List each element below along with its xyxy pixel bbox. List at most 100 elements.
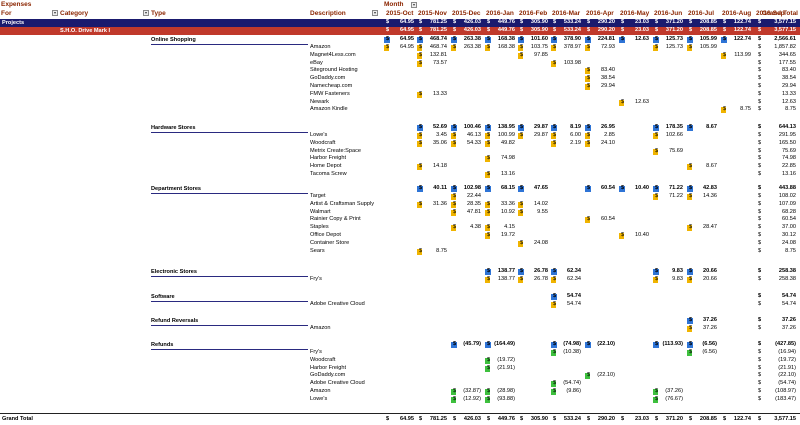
vendor-label[interactable]: Namecheap.com xyxy=(310,83,353,89)
vendor-label[interactable]: Target xyxy=(310,193,326,199)
currency-symbol: $ xyxy=(487,44,491,50)
vendor-total-cell: $74.98 xyxy=(758,155,798,162)
amount: 13.16 xyxy=(782,171,796,177)
vendor-label[interactable]: Rainier Copy & Print xyxy=(310,216,361,222)
currency-symbol: $ xyxy=(621,27,625,33)
currency-symbol: $ xyxy=(587,124,591,130)
vendor-value-cell: $20.66 xyxy=(687,276,719,283)
value-bar xyxy=(417,125,423,131)
vendor-label[interactable]: Amazon xyxy=(310,44,331,50)
vendor-label[interactable]: Walmart xyxy=(310,209,331,215)
category-label[interactable]: Refund Reversals xyxy=(151,318,199,324)
currency-symbol: $ xyxy=(487,365,491,371)
vendor-label[interactable]: Adobe Creative Cloud xyxy=(310,380,365,386)
currency-symbol: $ xyxy=(758,396,762,402)
vendor-label[interactable]: Fry's xyxy=(310,276,322,282)
currency-symbol: $ xyxy=(386,36,390,42)
vendor-label[interactable]: Siteground Hosting xyxy=(310,67,358,73)
type-filter-button[interactable]: ▾ xyxy=(143,10,149,16)
currency-symbol: $ xyxy=(487,341,491,347)
category-label[interactable]: Department Stores xyxy=(151,186,202,192)
currency-symbol: $ xyxy=(758,357,762,363)
vendor-label[interactable]: Tacoma Screw xyxy=(310,171,347,177)
amount: 122.74 xyxy=(733,27,751,33)
value-bar xyxy=(687,350,692,356)
vendor-label[interactable]: Amazon Kindle xyxy=(310,106,348,112)
vendor-label[interactable]: Amazon xyxy=(310,388,331,394)
vendor-label[interactable]: Adobe Creative Cloud xyxy=(310,301,365,307)
amount: 8.67 xyxy=(706,124,717,130)
vendor-label[interactable]: Metrix Create:Space xyxy=(310,148,361,154)
value-bar xyxy=(485,133,490,139)
vendor-total-cell: $29.94 xyxy=(758,83,798,90)
currency-symbol: $ xyxy=(520,52,524,58)
amount: 10.40 xyxy=(635,185,649,191)
project-sho-drive-row[interactable]: S.H.O. Drive Mark I $64.95 $781.25 $426.03… xyxy=(0,27,800,35)
vendor-label[interactable]: GoDaddy.com xyxy=(310,372,346,378)
currency-symbol: $ xyxy=(758,201,762,207)
vendor-label[interactable]: Lowe's xyxy=(310,396,328,402)
value-bar xyxy=(485,225,490,231)
amount: (183.47) xyxy=(775,396,796,402)
month-header: 2016-Jan xyxy=(486,10,514,17)
category-label[interactable]: Electronic Stores xyxy=(151,269,198,275)
vendor-label[interactable]: Newark xyxy=(310,99,329,105)
amount: 20.66 xyxy=(703,276,717,282)
month-filter-button[interactable]: ▾ xyxy=(411,2,417,8)
amount: 103.98 xyxy=(563,60,581,66)
value-bar xyxy=(653,45,658,51)
amount: 14.02 xyxy=(534,201,548,207)
vendor-label[interactable]: Harbor Freight xyxy=(310,155,347,161)
value-bar xyxy=(551,302,556,308)
currency-symbol: $ xyxy=(520,124,524,130)
currency-symbol: $ xyxy=(689,416,693,422)
vendor-label[interactable]: Magnet4Less.com xyxy=(310,52,356,58)
vendor-total-cell: $ (19.72) xyxy=(758,357,798,364)
vendor-label[interactable]: Fry's xyxy=(310,349,322,355)
vendor-label[interactable]: Woodcraft xyxy=(310,357,336,363)
amount: (6.56) xyxy=(702,341,717,347)
value-bar xyxy=(619,37,625,43)
vendor-label[interactable]: Woodcraft xyxy=(310,140,336,146)
amount: 28.47 xyxy=(703,224,717,230)
vendor-label[interactable]: FMW Fasteners xyxy=(310,91,350,97)
projects-row[interactable]: Projects $64.95 $781.25 $426.03 $449.76 $305… xyxy=(0,19,800,27)
band-value-cell: $122.74 xyxy=(721,19,753,26)
vendor-label[interactable]: GoDaddy.com xyxy=(310,75,346,81)
category-label[interactable]: Refunds xyxy=(151,342,174,348)
band-total-cell: $3,577.15 xyxy=(758,27,798,34)
category-grand-total: $644.13 xyxy=(758,124,798,131)
vendor-label[interactable]: Harbor Freight xyxy=(310,365,347,371)
currency-symbol: $ xyxy=(655,19,659,25)
amount: 122.74 xyxy=(733,416,751,422)
vendor-total-cell: $13.33 xyxy=(758,91,798,98)
vendor-value-cell: $14.18 xyxy=(417,163,449,170)
currency-symbol: $ xyxy=(419,60,423,66)
currency-symbol: $ xyxy=(655,36,659,42)
vendor-label[interactable]: Container Store xyxy=(310,240,350,246)
category-underline xyxy=(151,276,308,277)
currency-symbol: $ xyxy=(487,232,491,238)
currency-symbol: $ xyxy=(621,36,625,42)
vendor-label[interactable]: Artist & Craftsman Supply xyxy=(310,201,375,207)
vendor-label[interactable]: Staples xyxy=(310,224,329,230)
amount: 644.13 xyxy=(778,124,796,130)
vendor-value-cell: $54.74 xyxy=(551,301,583,308)
category-grand-total: $ (427.85) xyxy=(758,341,798,348)
vendor-label[interactable]: Home Depot xyxy=(310,163,342,169)
currency-symbol: $ xyxy=(487,224,491,230)
category-label[interactable]: Online Shopping xyxy=(151,37,196,43)
vendor-label[interactable]: Amazon xyxy=(310,325,331,331)
value-bar xyxy=(518,269,524,275)
category-label[interactable]: Hardware Stores xyxy=(151,125,196,131)
currency-symbol: $ xyxy=(587,19,591,25)
category-label[interactable]: Software xyxy=(151,294,175,300)
value-bar xyxy=(619,186,625,192)
vendor-label[interactable]: Sears xyxy=(310,248,325,254)
vendor-label[interactable]: Office Depot xyxy=(310,232,341,238)
category-filter-button[interactable]: ▾ xyxy=(52,10,58,16)
value-bar xyxy=(687,225,692,231)
description-filter-button[interactable]: ▾ xyxy=(372,10,378,16)
vendor-label[interactable]: Lowe's xyxy=(310,132,328,138)
vendor-label[interactable]: eBay xyxy=(310,60,323,66)
